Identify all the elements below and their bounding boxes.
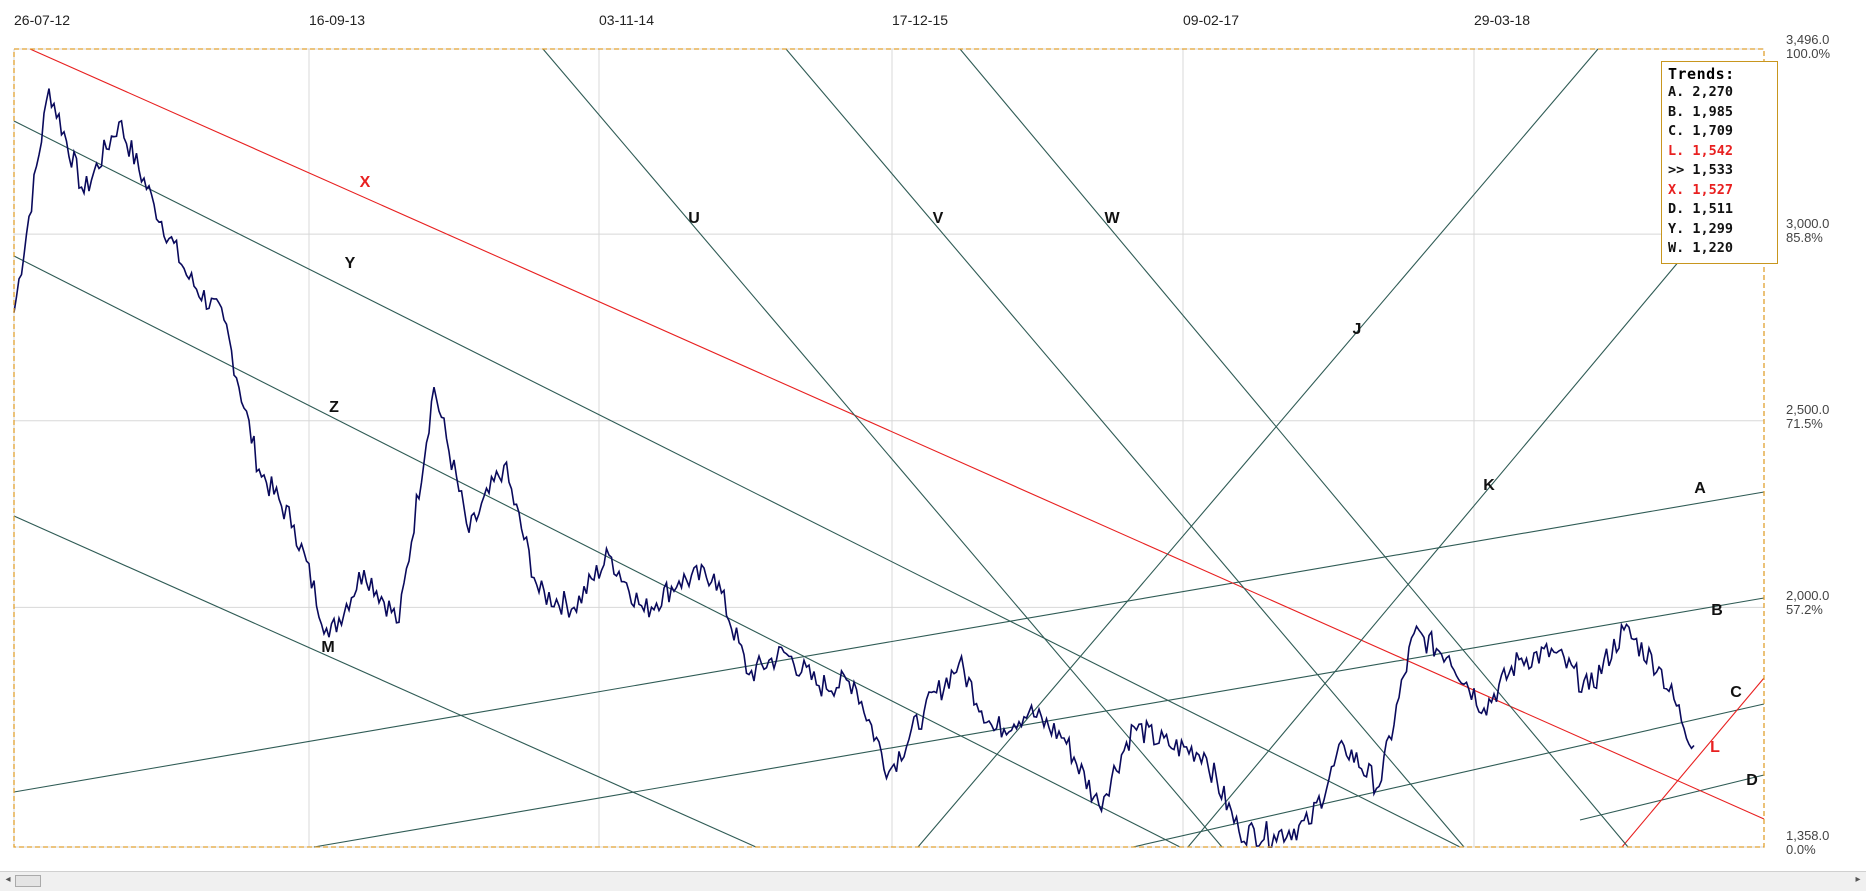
x-tick-label: 03-11-14 xyxy=(599,12,655,28)
trend-line-b xyxy=(313,597,1765,848)
trend-label-v: V xyxy=(933,210,944,227)
trend-line-j xyxy=(917,48,1599,848)
scroll-right-arrow-icon[interactable]: ▸ xyxy=(1855,874,1861,885)
x-tick-label: 09-02-17 xyxy=(1183,12,1240,28)
trend-line-u xyxy=(542,48,1223,848)
legend-item: L. 1,542 xyxy=(1668,142,1734,159)
legend-item: W. 1,220 xyxy=(1668,240,1734,256)
trend-line-l xyxy=(1621,677,1765,848)
legend-item: C. 1,709 xyxy=(1668,123,1734,139)
trend-line-z xyxy=(13,255,1181,848)
legend-item: B. 1,985 xyxy=(1668,103,1734,120)
trends-legend: Trends: A. 2,270 B. 1,985 C. 1,709 L. 1,542… xyxy=(1661,61,1778,264)
trend-label-a: A xyxy=(1694,480,1706,497)
trend-label-u: U xyxy=(688,210,700,227)
price-series-line xyxy=(13,88,1695,848)
y-tick-label: 1,358.0 0.0% xyxy=(1786,828,1830,857)
scroll-thumb[interactable] xyxy=(15,875,41,887)
trend-line-m xyxy=(13,515,757,848)
grid-lines xyxy=(13,48,1764,848)
trend-line-y xyxy=(13,120,1461,848)
legend-item: X. 1,527 xyxy=(1668,181,1734,198)
trend-line-d xyxy=(1579,774,1765,821)
trend-label-y: Y xyxy=(345,255,356,272)
trend-lines xyxy=(13,48,1765,848)
trend-label-m: M xyxy=(321,639,334,656)
y-tick-label: 2,000.0 57.2% xyxy=(1786,588,1830,617)
trend-label-l: L xyxy=(1710,739,1720,756)
trend-label-k: K xyxy=(1483,477,1495,494)
legend-item: D. 1,511 xyxy=(1668,201,1734,217)
trend-line-v xyxy=(785,48,1465,848)
trend-line-k xyxy=(1187,259,1681,848)
y-tick-label: 3,000.0 85.8% xyxy=(1786,216,1830,245)
legend-item: A. 2,270 xyxy=(1668,84,1734,100)
legend-title: Trends: xyxy=(1668,65,1735,83)
trend-line-labels: A B C D L X Y Z M U V W J K xyxy=(321,174,1757,789)
y-tick-label: 2,500.0 71.5% xyxy=(1786,402,1830,431)
legend-item: >> 1,533 xyxy=(1668,162,1734,178)
plot-frame xyxy=(13,48,1765,848)
trend-label-d: D xyxy=(1746,772,1758,789)
x-tick-label: 16-09-13 xyxy=(309,12,366,28)
trend-label-b: B xyxy=(1711,602,1723,619)
trend-line-w xyxy=(959,48,1629,848)
x-tick-label: 17-12-15 xyxy=(892,12,949,28)
price-chart[interactable]: A B C D L X Y Z M U V W J K xyxy=(0,0,1866,871)
trend-label-c: C xyxy=(1730,684,1742,701)
legend-item: Y. 1,299 xyxy=(1668,220,1734,237)
trend-label-w: W xyxy=(1104,210,1120,227)
horizontal-scrollbar[interactable]: ◂ ▸ xyxy=(0,871,1866,891)
trend-label-j: J xyxy=(1353,321,1362,338)
trend-label-z: Z xyxy=(329,399,339,416)
x-tick-label: 29-03-18 xyxy=(1474,12,1531,28)
trend-line-a xyxy=(13,491,1765,793)
scroll-left-arrow-icon[interactable]: ◂ xyxy=(5,874,11,885)
trend-line-c xyxy=(1132,703,1765,848)
trend-label-x: X xyxy=(360,174,371,191)
x-tick-label: 26-07-12 xyxy=(14,12,71,28)
y-tick-label: 3,496.0 100.0% xyxy=(1786,32,1831,61)
legend-rows: A. 2,270 B. 1,985 C. 1,709 L. 1,542 >> 1,533… xyxy=(1668,83,1771,259)
